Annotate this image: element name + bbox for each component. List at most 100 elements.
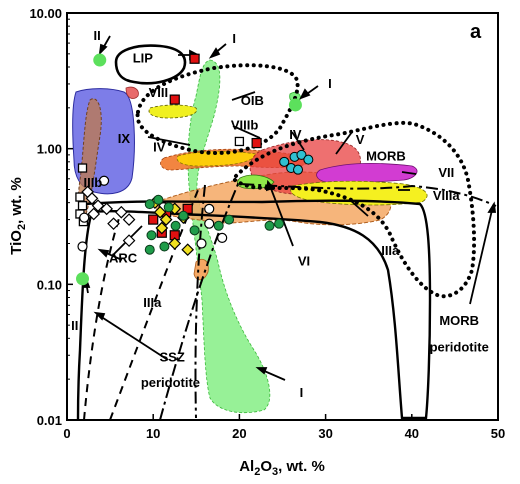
open-circle-marker <box>77 241 88 252</box>
field-label: MORB <box>366 148 406 163</box>
field-I <box>187 59 271 414</box>
field-label: IIIb <box>83 175 102 190</box>
field-label: VII <box>438 165 454 180</box>
boundary-lines <box>76 44 497 420</box>
field-VII <box>316 162 418 184</box>
axis-ticks: 0 10 20 30 40 50 0.01 0.10 1.00 10.00 <box>29 6 505 441</box>
field-label: V <box>356 132 365 147</box>
MORB-peridotite-line <box>159 182 497 420</box>
field-label: IX <box>118 131 131 146</box>
data-points <box>75 53 314 286</box>
red-square-marker <box>189 53 200 64</box>
yellow-diamond-marker <box>155 221 169 235</box>
dark-green-circle-marker <box>178 210 189 221</box>
x-tick-label: 50 <box>491 426 505 441</box>
field-label: IIIa <box>143 295 162 310</box>
field-label: LIP <box>133 51 154 66</box>
ARC-outline <box>76 199 432 420</box>
field-label: I <box>328 76 332 91</box>
field-label: peridotite <box>430 339 489 354</box>
field-pink-small <box>125 86 139 99</box>
y-tick-label: 10.00 <box>29 6 62 21</box>
open-square-marker <box>75 192 85 202</box>
green-circle-marker <box>288 98 302 112</box>
dark-green-circle-marker <box>144 199 155 210</box>
dark-green-circle-marker <box>264 220 275 231</box>
x-tick-label: 40 <box>405 426 419 441</box>
field-IIIb <box>77 98 102 217</box>
open-diamond-marker <box>107 217 120 231</box>
pointer-arrows <box>81 35 497 381</box>
cyan-circle-marker <box>279 156 290 167</box>
yellow-diamond-marker <box>181 243 195 257</box>
field-VIII <box>148 104 198 119</box>
green-circle-marker <box>76 272 90 286</box>
open-diamond-marker <box>122 234 136 247</box>
field-label: I <box>300 385 304 400</box>
plot-frame <box>66 12 499 421</box>
open-square-marker <box>234 136 245 147</box>
field-label: MORB <box>439 313 479 328</box>
field-label: I <box>232 31 236 46</box>
yellow-diamond-marker <box>153 205 167 219</box>
open-circle-marker <box>204 203 215 214</box>
dark-green-circle-marker <box>274 218 285 229</box>
open-square-marker <box>77 163 88 173</box>
open-circle-marker <box>79 212 90 223</box>
x-axis-title: Al2O3, wt. % <box>239 458 325 478</box>
x-tick-label: 20 <box>232 426 246 441</box>
dark-green-circle-marker <box>189 225 200 236</box>
open-square-marker <box>77 201 88 211</box>
LIP-outline <box>114 44 187 85</box>
field-label: peridotite <box>141 375 200 390</box>
y-tick-label: 0.10 <box>37 277 62 292</box>
green-circle-marker <box>93 53 107 67</box>
field-label: ARC <box>109 250 138 265</box>
open-diamond-marker <box>122 213 136 226</box>
field-label: VI <box>298 253 310 268</box>
dark-green-circle-marker <box>146 230 157 241</box>
field-label: SSZ <box>160 349 185 364</box>
yellow-diamond-marker <box>159 213 173 226</box>
field-label: VIIIa <box>433 188 461 203</box>
y-tick-label: 0.01 <box>37 413 62 428</box>
dark-green-circle-marker <box>213 220 224 231</box>
x-tick-label: 30 <box>318 426 332 441</box>
field-label: IIIa <box>381 243 400 258</box>
dark-green-circle-marker <box>170 220 181 231</box>
open-diamond-marker <box>87 207 101 221</box>
x-tick-label: 10 <box>146 426 160 441</box>
SSZ-peridotite-line <box>83 214 121 420</box>
open-diamond-marker <box>114 205 128 219</box>
field-label: II <box>94 28 101 43</box>
y-axis-title: TiO2, wt. % <box>8 177 28 255</box>
cyan-circle-marker <box>293 164 304 175</box>
field-label: IV <box>153 140 166 155</box>
MORB-outline <box>232 120 477 299</box>
red-square-marker <box>251 137 262 149</box>
open-circle-marker <box>196 238 207 249</box>
dark-green-circle-marker <box>224 214 235 225</box>
discrimination-fields <box>72 59 428 414</box>
x-tick-label: 0 <box>63 426 70 441</box>
open-circle-marker <box>217 232 228 243</box>
panel-label: a <box>470 21 482 43</box>
red-square-marker <box>148 214 159 225</box>
open-circle-marker <box>98 175 110 186</box>
field-label: VIII <box>149 85 169 100</box>
cyan-circle-marker <box>296 149 307 160</box>
field-label: OIB <box>241 93 264 108</box>
open-diamond-marker <box>85 192 99 205</box>
dark-green-circle-marker <box>153 194 164 205</box>
open-diamond-marker <box>100 202 114 216</box>
open-circle-marker <box>204 218 215 229</box>
field-label: II <box>71 318 78 333</box>
yellow-diamond-marker <box>168 237 182 250</box>
red-square-marker <box>169 94 180 105</box>
dark-green-circle-marker <box>144 244 155 255</box>
cyan-circle-marker <box>303 154 314 165</box>
field-label: VIIIb <box>231 118 259 133</box>
MORB-peridotite-line-2 <box>194 184 206 419</box>
